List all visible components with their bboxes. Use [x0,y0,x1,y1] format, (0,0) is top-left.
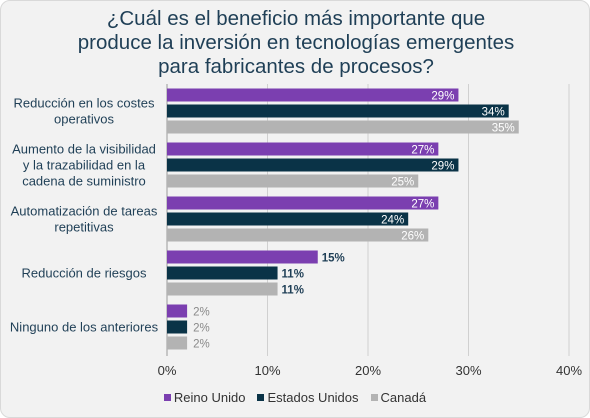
bar-canada-0 [167,120,519,134]
x-tick-label-3: 30% [455,363,481,378]
bar-estados-unidos-1 [167,158,459,172]
legend-swatch-estados-unidos [257,394,265,401]
category-label-3-0: Reducción de riesgos [21,266,147,281]
data-label-reino-unido-2: 27% [411,199,434,211]
category-label-0-0: Reducción en los costes [14,96,155,111]
category-label-2-1: repetitivas [54,220,114,235]
legend-label-reino-unido: Reino Unido [173,390,246,405]
bar-reino-unido-3 [167,250,318,264]
data-label-estados-unidos-1: 29% [431,161,454,173]
data-label-estados-unidos-4: 2% [193,323,210,335]
legend-item-reino-unido: Reino Unido [163,390,246,405]
bar-reino-unido-1 [167,142,439,156]
x-tick-label-2: 20% [355,363,381,378]
category-label-0-1: operativos [54,112,114,127]
legend-swatch-reino-unido [163,394,171,401]
legend-swatch-canada [370,394,378,401]
bar-estados-unidos-3 [167,266,278,280]
bar-reino-unido-4 [167,304,188,318]
category-label-1-0: Aumento de la visibilidad [12,142,156,157]
data-label-estados-unidos-2: 24% [381,215,404,227]
bar-reino-unido-2 [167,196,439,210]
chart-title-line-2: produce la inversión en tecnologías emer… [77,31,515,54]
data-label-estados-unidos-3: 11% [282,269,304,281]
data-label-reino-unido-1: 27% [411,145,434,157]
category-label-2-0: Automatización de tareas [11,204,158,219]
data-label-canada-0: 35% [492,123,515,135]
bar-canada-2 [167,228,429,242]
bar-estados-unidos-4 [167,320,188,334]
category-label-1-1: y la trazabilidad en la [23,158,146,173]
data-label-reino-unido-0: 29% [431,91,454,103]
chart-title: ¿Cuál es el beneficio más importante que… [21,7,571,79]
x-tick-label-1: 10% [254,363,280,378]
legend-label-canada: Canadá [380,390,427,405]
chart-legend: Reino Unido Estados Unidos Canadá [0,390,590,405]
bar-reino-unido-0 [167,88,459,102]
chart-title-line-3: para fabricantes de procesos? [158,55,434,78]
data-label-canada-4: 2% [193,339,210,351]
bar-estados-unidos-0 [167,104,509,118]
legend-item-canada: Canadá [370,390,427,405]
data-label-canada-3: 11% [282,285,304,297]
chart-title-line-1: ¿Cuál es el beneficio más importante que [106,7,486,30]
data-label-reino-unido-4: 2% [193,307,210,319]
bar-canada-4 [167,336,188,350]
bar-canada-1 [167,174,419,188]
category-label-4-0: Ninguno de los anteriores [10,320,159,335]
data-label-canada-1: 25% [391,177,414,189]
legend-item-estados-unidos: Estados Unidos [257,390,359,405]
data-label-canada-2: 26% [401,231,424,243]
data-label-estados-unidos-0: 34% [482,107,505,119]
bar-estados-unidos-2 [167,212,409,226]
legend-label-estados-unidos: Estados Unidos [267,390,359,405]
x-tick-label-4: 40% [556,363,582,378]
category-label-1-2: cadena de suministro [22,174,146,189]
data-label-reino-unido-3: 15% [322,253,345,265]
bar-canada-3 [167,282,278,296]
x-tick-label-0: 0% [158,363,177,378]
